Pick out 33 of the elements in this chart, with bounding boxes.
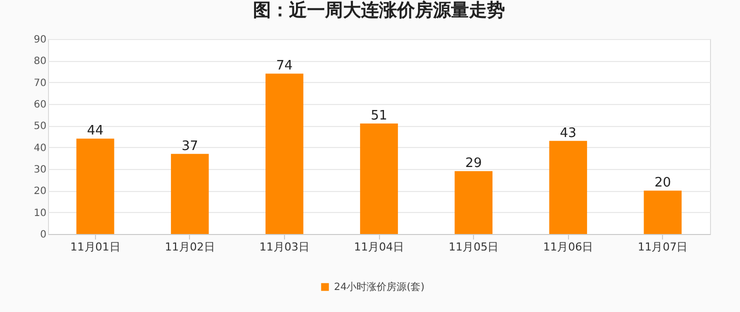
- y-tick-label: 60: [34, 100, 46, 110]
- data-label: 43: [560, 126, 576, 141]
- x-tick-label: 11月05日: [448, 240, 499, 254]
- y-tick-label: 20: [34, 186, 46, 198]
- bar: [644, 190, 682, 234]
- data-label: 29: [465, 156, 482, 172]
- y-tick-label: 0: [40, 230, 46, 240]
- bar: [549, 140, 588, 234]
- data-label: 37: [182, 138, 198, 154]
- x-tick-label: 11月03日: [259, 240, 310, 254]
- y-tick-label: 80: [34, 56, 46, 68]
- y-tick-label: 50: [34, 121, 46, 132]
- x-tick-label: 11月02日: [164, 240, 215, 254]
- x-tick-label: 11月04日: [354, 240, 404, 254]
- data-label: 20: [654, 176, 671, 191]
- y-tick-label: 40: [34, 142, 46, 154]
- bar: [360, 124, 398, 234]
- bar: [454, 171, 492, 234]
- x-tick-label: 11月01日: [70, 240, 120, 254]
- y-tick-label: 10: [34, 208, 46, 219]
- chart-title: 图：近一周大连涨价房源量走势: [253, 0, 505, 21]
- y-tick-label: 30: [34, 164, 46, 176]
- y-tick-label: 90: [34, 34, 46, 46]
- data-label: 44: [87, 124, 104, 139]
- bar: [76, 138, 114, 234]
- data-label: 74: [276, 58, 293, 74]
- y-tick-label: 70: [34, 78, 46, 89]
- x-tick-label: 11月07日: [638, 240, 688, 254]
- legend-label: 24小时涨价房源(套): [334, 281, 425, 293]
- bar: [266, 74, 304, 234]
- bar: [170, 154, 209, 234]
- x-tick-label: 11月06日: [543, 240, 594, 254]
- data-label: 51: [370, 108, 388, 124]
